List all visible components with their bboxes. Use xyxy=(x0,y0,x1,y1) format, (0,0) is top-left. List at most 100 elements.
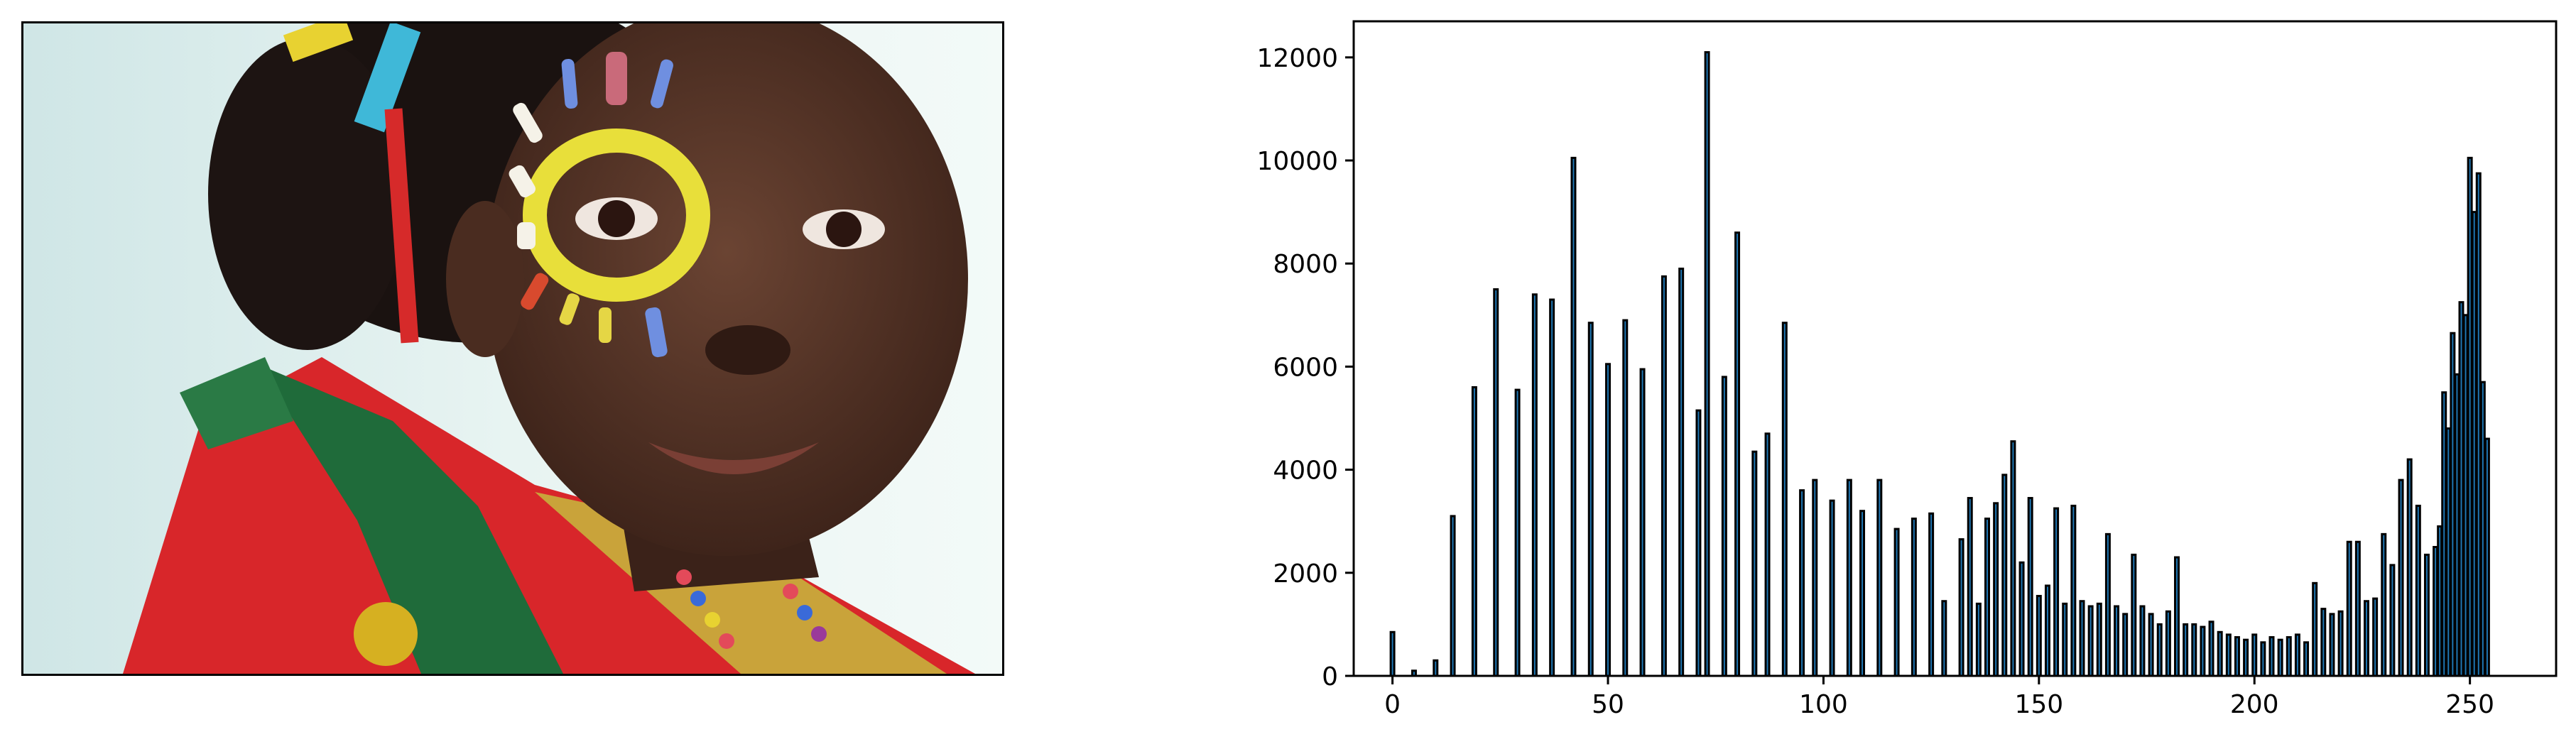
histogram-bar xyxy=(2484,437,2490,677)
histogram-bar xyxy=(1622,319,1629,677)
histogram-bar xyxy=(2415,504,2421,677)
plot-frame xyxy=(1352,20,2558,677)
histogram-bar xyxy=(1734,231,1741,677)
histogram-bar xyxy=(2062,602,2068,677)
histogram-bar xyxy=(1975,602,1982,677)
histogram-bar xyxy=(2454,373,2460,677)
y-tick-label: 4000 xyxy=(1273,456,1338,486)
histogram-bar xyxy=(2312,581,2318,677)
histogram-bar xyxy=(2104,532,2111,677)
histogram-bar xyxy=(2036,594,2042,677)
histogram-bar xyxy=(2217,630,2223,677)
histogram-bar xyxy=(1781,322,1788,677)
histogram-bar xyxy=(1389,630,1396,677)
histogram-bar xyxy=(2183,623,2189,677)
histogram-bar xyxy=(1605,363,1612,677)
histogram-bars xyxy=(1389,51,2490,677)
histogram-bar xyxy=(1570,156,1577,677)
histogram-bar xyxy=(1704,51,1710,677)
histogram-bar xyxy=(2372,597,2379,677)
histogram-bar xyxy=(1764,432,1771,677)
x-axis-ticks: 0 50 100 150 200 250 xyxy=(1384,676,2494,719)
histogram-bar xyxy=(2406,458,2413,677)
histogram-bar xyxy=(2208,620,2214,677)
histogram-bar xyxy=(2423,553,2430,677)
histogram-bar xyxy=(1893,527,1900,677)
histogram-bar xyxy=(1493,288,1499,677)
histogram-bar xyxy=(2268,636,2275,677)
histogram-bar xyxy=(1967,497,1973,677)
histogram-bar xyxy=(2122,613,2129,677)
histogram-bar xyxy=(1549,298,1555,677)
histogram-bar xyxy=(2475,172,2482,677)
histogram-bar xyxy=(1471,386,1477,677)
histogram-bar xyxy=(2320,608,2327,677)
histogram-bar xyxy=(2114,605,2120,677)
histogram-bar xyxy=(2234,636,2240,677)
histogram-bar xyxy=(2479,381,2486,677)
histogram-bar xyxy=(2389,564,2396,677)
histogram-bar xyxy=(2243,638,2249,677)
histogram-bar xyxy=(2018,561,2025,677)
histogram-bar xyxy=(2337,610,2344,677)
histogram-bar xyxy=(1799,489,1805,677)
portrait-photo-icon xyxy=(23,23,1002,674)
histogram-bar xyxy=(1433,659,1439,677)
x-tick-label: 50 xyxy=(1592,690,1624,719)
y-tick-label: 8000 xyxy=(1273,250,1338,279)
histogram-bar xyxy=(2053,507,2060,677)
y-tick-label: 2000 xyxy=(1273,559,1338,589)
histogram-bar xyxy=(2433,546,2439,677)
histogram-bar xyxy=(1450,515,1456,677)
x-tick-label: 150 xyxy=(2014,690,2063,719)
x-tick-label: 250 xyxy=(2445,690,2494,719)
histogram-bar xyxy=(1661,275,1667,677)
histogram-bar xyxy=(2044,584,2050,677)
histogram-bar xyxy=(2010,440,2016,677)
histogram-bar xyxy=(2294,633,2300,677)
histogram-bar xyxy=(1984,518,1990,677)
histogram-bar xyxy=(2381,532,2387,677)
histogram-bar xyxy=(2139,605,2146,677)
histogram-bar xyxy=(1812,479,1818,677)
histogram-bar xyxy=(2165,610,2171,677)
histogram-bar xyxy=(2096,602,2102,677)
histogram-bar xyxy=(2079,600,2085,677)
histogram-bar xyxy=(1514,388,1521,677)
histogram-bar xyxy=(1993,502,1999,677)
histogram-bar xyxy=(2398,479,2404,677)
histogram-bar xyxy=(1751,450,1758,677)
histogram-bar xyxy=(1721,376,1727,677)
histogram-bar xyxy=(1639,368,1646,677)
x-tick-label: 200 xyxy=(2230,690,2279,719)
histogram-bar xyxy=(2277,638,2283,677)
histogram-bar xyxy=(2441,391,2447,677)
histogram-bar xyxy=(2131,553,2137,677)
x-tick-label: 0 xyxy=(1384,690,1401,719)
y-tick-label: 10000 xyxy=(1256,147,1338,176)
histogram-bar xyxy=(1859,510,1866,677)
histogram-bar xyxy=(2329,613,2335,677)
histogram-bar xyxy=(1958,538,1964,677)
histogram-bar xyxy=(2260,641,2266,677)
histogram-bar xyxy=(2354,540,2361,677)
histogram-bar xyxy=(2462,314,2469,677)
histogram-bar xyxy=(2445,427,2452,677)
histogram-bar xyxy=(2467,156,2473,677)
histogram-bar xyxy=(2001,474,2008,677)
histogram-bar xyxy=(2225,633,2232,677)
histogram-bar xyxy=(2346,540,2352,677)
histogram-bar xyxy=(2156,623,2163,677)
y-tick-label: 12000 xyxy=(1256,44,1338,73)
histogram-bar xyxy=(1829,499,1835,677)
histogram-bar xyxy=(2191,623,2197,677)
histogram-bar xyxy=(2027,497,2033,677)
histogram-bar xyxy=(2087,605,2094,677)
histogram-bar xyxy=(2200,625,2206,677)
histogram-bar xyxy=(2450,332,2456,677)
x-tick-label: 100 xyxy=(1799,690,1848,719)
photo-panel xyxy=(21,21,1004,676)
histogram-bar xyxy=(1876,479,1883,677)
histogram-bar xyxy=(2174,556,2180,677)
